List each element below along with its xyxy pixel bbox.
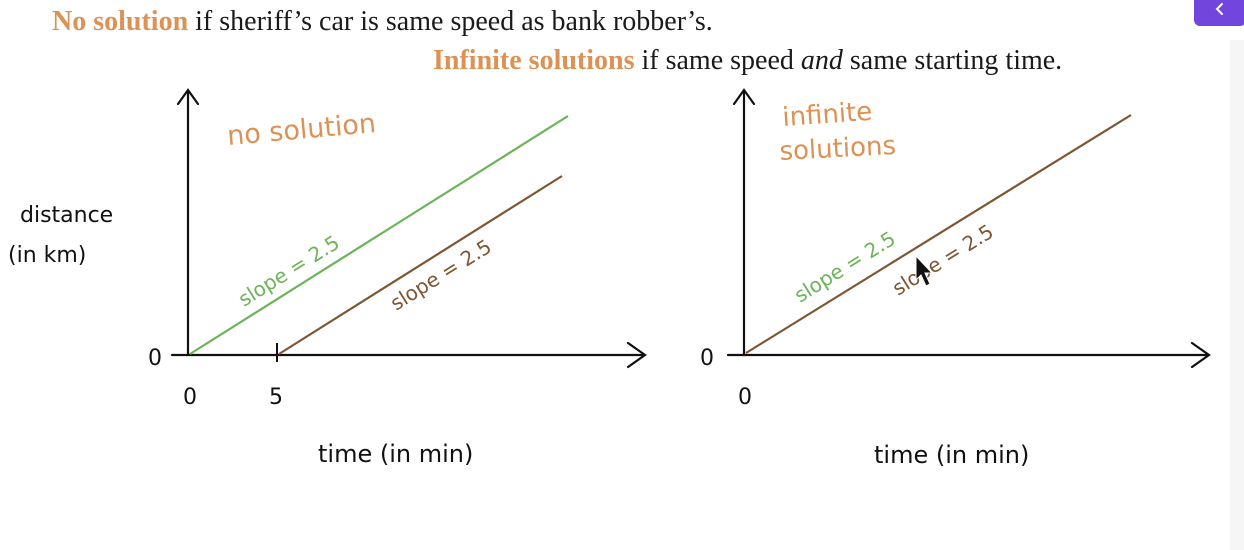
right-x-tick-label-0: 0	[738, 385, 752, 410]
back-button[interactable]	[1194, 0, 1244, 26]
left-brown-slope-label: slope = 2.5	[386, 234, 496, 315]
left-green-line	[189, 115, 569, 355]
right-x-axis-label: time (in min)	[874, 441, 1029, 469]
infinite-text-emphasis: and	[800, 45, 843, 76]
no-solution-highlight: No solution	[52, 6, 189, 37]
mouse-cursor-icon	[915, 254, 934, 287]
y-axis-label-line1: distance	[20, 203, 113, 228]
left-green-slope-label: slope = 2.5	[234, 230, 344, 311]
left-x-axis-label: time (in min)	[318, 440, 473, 468]
no-solution-text: if sheriff’s car is same speed as bank r…	[188, 6, 713, 37]
infinite-solutions-highlight: Infinite solutions	[433, 45, 635, 76]
right-y-origin-label: 0	[700, 346, 714, 371]
no-solution-annotation: no solution	[226, 108, 377, 152]
scrollbar-track[interactable]	[1230, 40, 1244, 550]
left-graph: distance (in km) 0 0 5 time (in min) no …	[8, 88, 647, 468]
left-x-tick-label-5: 5	[269, 385, 283, 410]
infinite-annotation-line2: solutions	[779, 131, 897, 167]
left-brown-line	[278, 175, 563, 355]
y-axis-label-line2: (in km)	[8, 243, 86, 268]
right-graph: 0 0 time (in min) infinite solutions slo…	[700, 88, 1211, 469]
header-line-infinite-solutions: Infinite solutions if same speed and sam…	[433, 45, 1062, 77]
infinite-text-after: same starting time.	[842, 45, 1063, 76]
header-line-no-solution: No solution if sheriff’s car is same spe…	[52, 6, 713, 38]
infinite-annotation-line1: infinite	[781, 97, 873, 133]
right-brown-line	[745, 114, 1132, 354]
left-x-tick-label-0: 0	[183, 385, 197, 410]
right-y-axis	[732, 88, 756, 357]
chevron-left-icon	[1215, 3, 1223, 15]
right-green-slope-label: slope = 2.5	[790, 226, 900, 307]
left-x-axis	[170, 341, 647, 369]
infinite-text-before: if same speed	[634, 45, 801, 76]
left-y-axis	[176, 88, 200, 357]
right-x-axis	[726, 341, 1211, 369]
left-y-origin-label: 0	[148, 346, 162, 371]
